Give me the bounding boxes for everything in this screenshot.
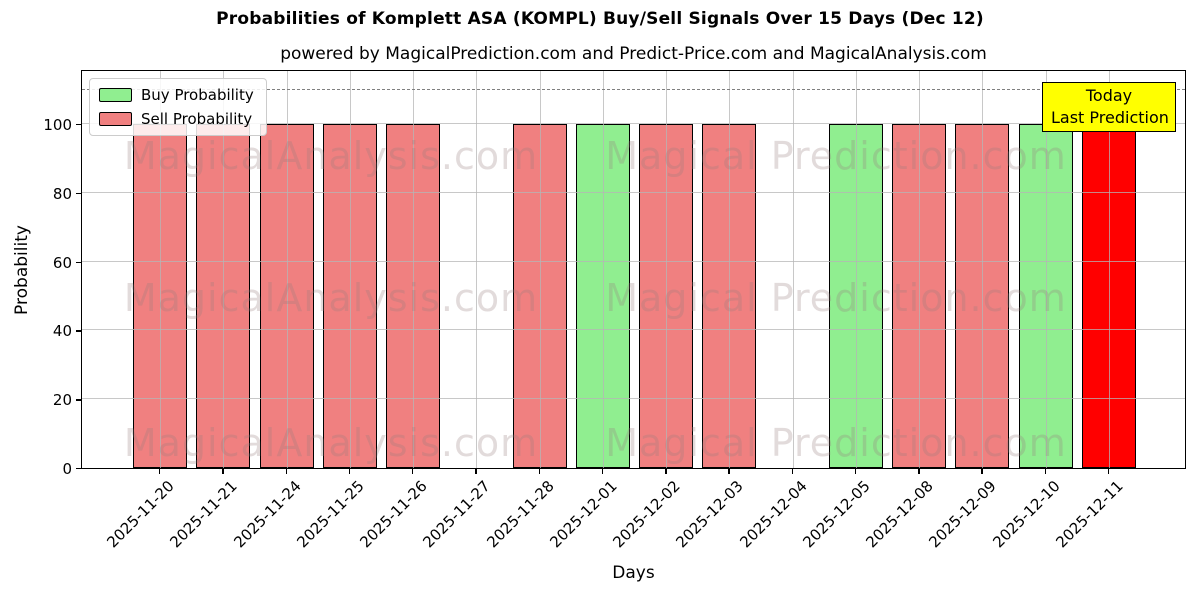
y-tick-label-80: 80 bbox=[52, 184, 72, 203]
x-tick-2025-11-21 bbox=[222, 469, 224, 474]
x-tick-label-2025-11-26: 2025-11-26 bbox=[356, 477, 431, 552]
y-tick-label-20: 20 bbox=[52, 391, 72, 410]
h-gridline-20 bbox=[82, 398, 1185, 400]
v-gridline-2025-12-03 bbox=[729, 71, 731, 468]
v-gridline-2025-12-02 bbox=[666, 71, 668, 468]
x-tick-label-2025-11-21: 2025-11-21 bbox=[166, 477, 241, 552]
y-tick-60 bbox=[76, 261, 81, 263]
watermark-analysis: MagicalAnalysis.com bbox=[123, 276, 539, 320]
x-tick-label-2025-11-20: 2025-11-20 bbox=[103, 477, 178, 552]
y-tick-40 bbox=[76, 330, 81, 332]
sell-swatch bbox=[99, 112, 132, 126]
x-tick-label-2025-11-28: 2025-11-28 bbox=[482, 477, 558, 552]
v-gridline-2025-12-09 bbox=[982, 71, 984, 468]
x-tick-2025-12-09 bbox=[981, 469, 983, 474]
v-gridline-2025-12-11 bbox=[1109, 71, 1110, 468]
watermark-analysis: MagicalAnalysis.com bbox=[123, 421, 539, 465]
x-tick-label-2025-11-24: 2025-11-24 bbox=[229, 477, 305, 552]
h-gridline-60 bbox=[82, 260, 1185, 262]
y-tick-0 bbox=[76, 468, 81, 470]
v-gridline-2025-12-10 bbox=[1045, 71, 1047, 468]
v-gridline-2025-12-05 bbox=[855, 71, 857, 468]
watermark-prediction: Magical Prediction.com bbox=[605, 134, 1067, 178]
x-tick-2025-12-04 bbox=[791, 469, 794, 474]
chart-title: Probabilities of Komplett ASA (KOMPL) Bu… bbox=[216, 9, 984, 29]
watermark-prediction: Magical Prediction.com bbox=[605, 421, 1067, 465]
x-tick-2025-12-08 bbox=[918, 469, 920, 474]
x-tick-label-2025-12-05: 2025-12-05 bbox=[799, 477, 874, 552]
v-gridline-2025-12-08 bbox=[919, 71, 921, 468]
v-gridline-2025-11-27 bbox=[476, 71, 478, 468]
x-tick-2025-12-03 bbox=[728, 469, 730, 474]
y-tick-20 bbox=[76, 399, 81, 401]
chart-subtitle: powered by MagicalPrediction.com and Pre… bbox=[280, 44, 987, 64]
h-gridline-80 bbox=[82, 191, 1185, 193]
x-tick-label-2025-12-04: 2025-12-04 bbox=[736, 477, 811, 552]
watermark-prediction: Magical Prediction.com bbox=[605, 276, 1067, 320]
x-tick-2025-11-25 bbox=[348, 469, 351, 474]
today-annotation-line1: Today bbox=[1085, 86, 1133, 105]
x-axis-label: Days bbox=[612, 563, 655, 583]
x-tick-label-2025-12-02: 2025-12-02 bbox=[609, 477, 684, 552]
y-tick-100 bbox=[76, 124, 81, 126]
x-tick-2025-11-28 bbox=[538, 469, 540, 474]
x-tick-2025-11-27 bbox=[475, 469, 477, 474]
legend: Buy Probability Sell Probability bbox=[89, 78, 267, 136]
v-gridline-2025-11-24 bbox=[286, 71, 288, 468]
v-gridline-2025-11-28 bbox=[539, 71, 541, 468]
y-tick-label-100: 100 bbox=[43, 116, 72, 134]
y-tick-80 bbox=[76, 192, 81, 195]
y-tick-label-60: 60 bbox=[52, 253, 72, 272]
legend-item-buy: Buy Probability bbox=[99, 86, 254, 104]
buy-swatch bbox=[99, 88, 132, 102]
x-tick-label-2025-12-08: 2025-12-08 bbox=[862, 477, 937, 552]
x-tick-label-2025-12-11: 2025-12-11 bbox=[1052, 477, 1127, 552]
x-tick-2025-12-10 bbox=[1044, 469, 1047, 474]
v-gridline-2025-11-26 bbox=[413, 71, 415, 468]
watermark-analysis: MagicalAnalysis.com bbox=[123, 134, 539, 178]
x-tick-2025-11-26 bbox=[412, 469, 414, 474]
v-gridline-2025-11-25 bbox=[349, 71, 351, 468]
x-tick-label-2025-11-27: 2025-11-27 bbox=[419, 477, 495, 552]
x-tick-2025-12-05 bbox=[854, 469, 857, 474]
x-tick-label-2025-12-03: 2025-12-03 bbox=[672, 477, 748, 552]
legend-label: Buy Probability bbox=[141, 86, 254, 104]
x-tick-2025-11-20 bbox=[159, 469, 161, 474]
x-tick-label-2025-12-01: 2025-12-01 bbox=[546, 477, 621, 552]
x-tick-label-2025-11-25: 2025-11-25 bbox=[293, 477, 368, 552]
legend-item-sell: Sell Probability bbox=[99, 110, 254, 128]
v-gridline-2025-11-20 bbox=[160, 71, 161, 468]
x-tick-2025-12-01 bbox=[601, 469, 604, 474]
h-gridline-40 bbox=[82, 329, 1185, 331]
h-gridline-100 bbox=[82, 123, 1185, 124]
v-gridline-2025-12-04 bbox=[792, 71, 794, 468]
x-tick-2025-11-24 bbox=[285, 469, 287, 474]
v-gridline-2025-11-21 bbox=[223, 71, 225, 468]
x-tick-label-2025-12-09: 2025-12-09 bbox=[925, 477, 1001, 552]
today-annotation-line2: Last Prediction bbox=[1051, 108, 1169, 127]
x-tick-2025-12-11 bbox=[1108, 469, 1110, 474]
x-tick-label-2025-12-10: 2025-12-10 bbox=[989, 477, 1064, 552]
x-tick-2025-12-02 bbox=[665, 469, 667, 474]
y-tick-label-0: 0 bbox=[62, 460, 72, 478]
threshold-dashed-line bbox=[82, 88, 1185, 90]
today-annotation: Today Last Prediction bbox=[1042, 82, 1176, 132]
legend-label: Sell Probability bbox=[141, 110, 253, 128]
plot-area: Buy Probability Sell Probability Today La… bbox=[81, 70, 1186, 469]
y-tick-label-40: 40 bbox=[52, 322, 72, 341]
v-gridline-2025-12-01 bbox=[602, 71, 604, 468]
